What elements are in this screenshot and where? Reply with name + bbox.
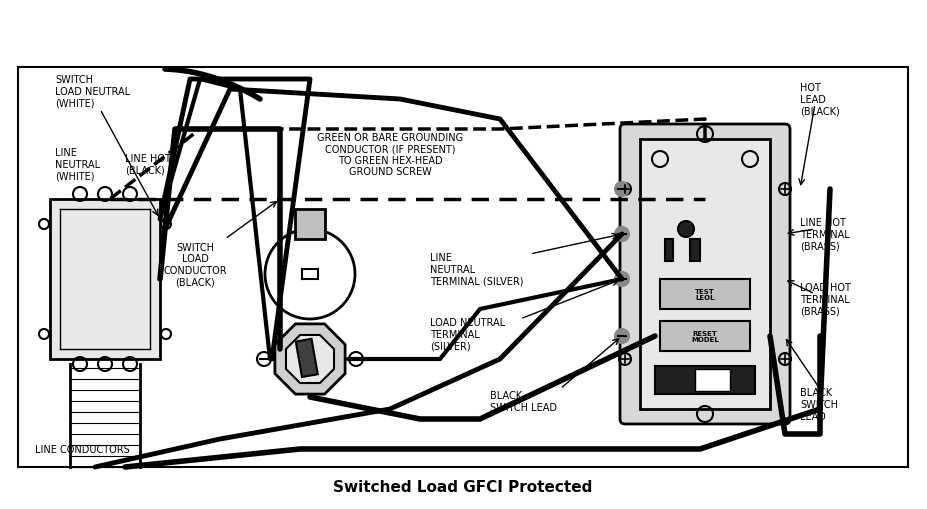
- Text: BLACK
SWITCH LEAD: BLACK SWITCH LEAD: [490, 390, 557, 412]
- Circle shape: [615, 329, 629, 344]
- Text: LINE
NEUTRAL
(WHITE): LINE NEUTRAL (WHITE): [55, 148, 100, 181]
- Text: GREEN OR BARE GROUNDING
CONDUCTOR (IF PRESENT)
TO GREEN HEX-HEAD
GROUND SCREW: GREEN OR BARE GROUNDING CONDUCTOR (IF PR…: [317, 132, 464, 177]
- Text: BLACK
SWITCH
LEAD: BLACK SWITCH LEAD: [800, 388, 838, 421]
- Bar: [640, 140, 770, 409]
- Text: LINE
NEUTRAL
TERMINAL (SILVER): LINE NEUTRAL TERMINAL (SILVER): [430, 253, 524, 286]
- Text: LINE HOT
TERMINAL
(BRASS): LINE HOT TERMINAL (BRASS): [800, 218, 850, 251]
- Circle shape: [678, 221, 694, 238]
- Bar: [655, 366, 755, 394]
- Bar: [660, 279, 750, 309]
- Text: TEST
LEOL: TEST LEOL: [695, 288, 715, 301]
- Polygon shape: [286, 335, 334, 383]
- Bar: [296, 339, 318, 377]
- Text: RESET
MODEL: RESET MODEL: [692, 330, 718, 343]
- Text: LINE CONDUCTORS: LINE CONDUCTORS: [34, 444, 130, 454]
- Bar: [660, 321, 750, 351]
- Bar: [665, 240, 673, 262]
- Circle shape: [615, 272, 629, 287]
- FancyBboxPatch shape: [50, 200, 160, 359]
- FancyBboxPatch shape: [620, 125, 790, 424]
- Text: HOT
LEAD
(BLACK): HOT LEAD (BLACK): [800, 83, 840, 117]
- Bar: [695, 369, 730, 391]
- Polygon shape: [275, 324, 345, 394]
- Bar: [18, 68, 908, 467]
- Text: LOAD HOT
TERMINAL
(BRASS): LOAD HOT TERMINAL (BRASS): [800, 283, 851, 316]
- Text: Switched Load GFCI Protected: Switched Load GFCI Protected: [334, 479, 592, 495]
- Text: SWITCH
LOAD
CONDUCTOR
(BLACK): SWITCH LOAD CONDUCTOR (BLACK): [163, 242, 227, 287]
- Bar: [295, 210, 325, 240]
- Circle shape: [615, 228, 629, 242]
- Text: SWITCH
LOAD NEUTRAL
(WHITE): SWITCH LOAD NEUTRAL (WHITE): [55, 75, 130, 108]
- Circle shape: [265, 230, 355, 319]
- Circle shape: [615, 183, 629, 196]
- Text: LINE HOT
(BLACK): LINE HOT (BLACK): [125, 154, 171, 176]
- Text: LOAD NEUTRAL
TERMINAL
(SILVER): LOAD NEUTRAL TERMINAL (SILVER): [430, 318, 505, 351]
- Bar: [690, 240, 700, 262]
